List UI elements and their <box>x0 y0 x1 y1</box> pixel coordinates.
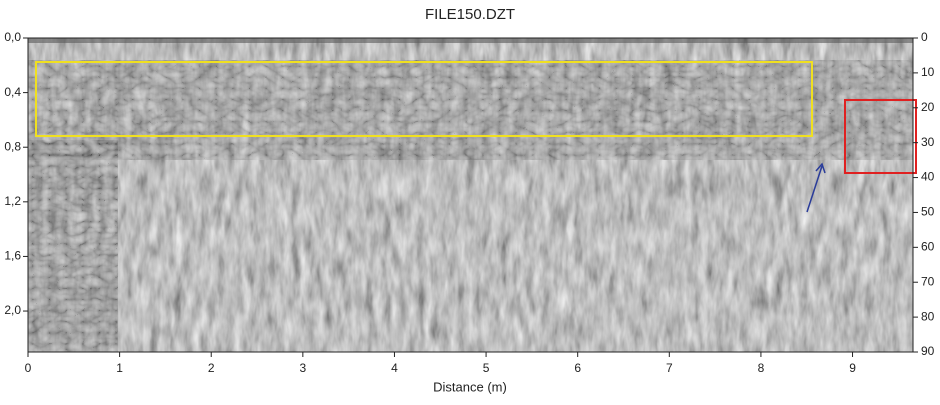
x-tick-label: 1 <box>116 361 123 375</box>
y-tick-label: 0,0 <box>4 30 21 44</box>
x-tick-label: 4 <box>391 361 398 375</box>
highlight-box <box>844 99 917 174</box>
y-tick-label: 1,2 <box>4 194 21 208</box>
y2-tick-label: 90 <box>921 344 935 358</box>
y-tick-label: 0,4 <box>4 85 21 99</box>
x-axis-label: Distance (m) <box>433 379 507 394</box>
x-tick-label: 5 <box>483 361 490 375</box>
y2-tick-label: 30 <box>921 135 935 149</box>
y2-tick-label: 0 <box>921 30 928 44</box>
y-tick-label: 2,0 <box>4 303 21 317</box>
y-tick-label: 1,6 <box>4 249 21 263</box>
y2-tick-label: 80 <box>921 309 935 323</box>
y2-tick-label: 50 <box>921 205 935 219</box>
x-tick-label: 6 <box>574 361 581 375</box>
plot-frame <box>27 37 914 353</box>
highlight-box <box>35 61 813 137</box>
chart-title: FILE150.DZT <box>425 6 515 23</box>
y-tick-label: 0,8 <box>4 139 21 153</box>
radargram-image <box>28 38 913 352</box>
arrow <box>806 162 826 213</box>
y2-tick-label: 70 <box>921 274 935 288</box>
x-tick-label: 7 <box>666 361 673 375</box>
y2-tick-label: 40 <box>921 170 935 184</box>
x-tick-label: 0 <box>25 361 32 375</box>
x-tick-label: 8 <box>758 361 765 375</box>
x-tick-label: 3 <box>300 361 307 375</box>
y2-tick-label: 10 <box>921 65 935 79</box>
y2-tick-label: 60 <box>921 240 935 254</box>
x-tick-label: 2 <box>208 361 215 375</box>
y2-tick-label: 20 <box>921 100 935 114</box>
x-tick-label: 9 <box>849 361 856 375</box>
